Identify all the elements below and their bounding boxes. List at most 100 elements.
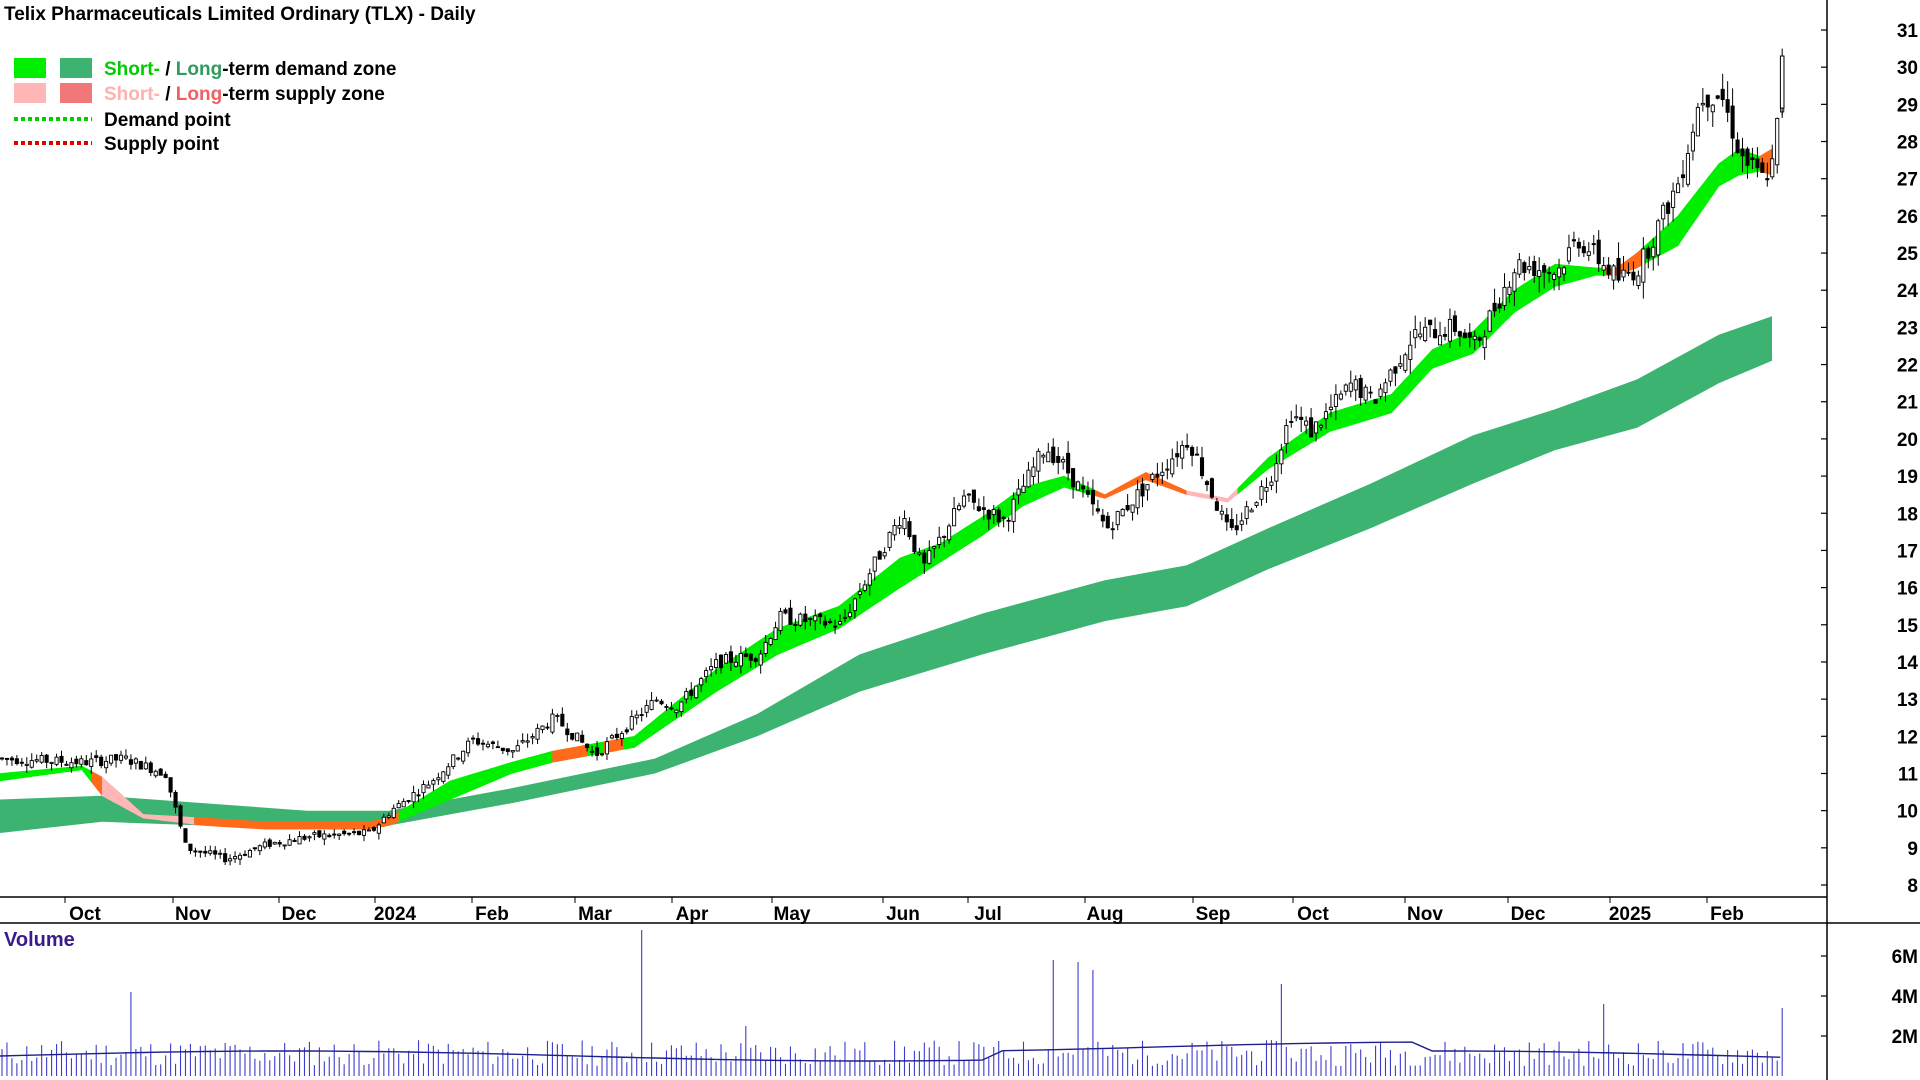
candle-body <box>892 525 897 536</box>
short-term-zone-segment <box>710 668 717 696</box>
candlestick <box>1115 510 1120 531</box>
candle-body <box>1031 466 1036 477</box>
short-term-zone-segment <box>1340 407 1346 429</box>
candle-body <box>1090 490 1095 505</box>
candle-body <box>986 509 991 520</box>
candle-body <box>94 755 99 759</box>
candle-body <box>922 552 927 564</box>
short-term-zone-segment <box>250 820 257 829</box>
short-term-zone-segment <box>1135 474 1142 485</box>
candle-body <box>669 707 674 710</box>
candlestick <box>1715 94 1720 100</box>
legend-supply-zone-label: Short- / Long-term supply zone <box>104 84 385 105</box>
candlestick <box>1284 419 1289 454</box>
short-term-zone-segment <box>981 512 988 537</box>
candle-body <box>1522 262 1527 273</box>
candlestick <box>847 604 852 620</box>
candlestick <box>1219 504 1224 521</box>
candle-body <box>1775 118 1780 166</box>
month-label: 2024 <box>374 904 417 925</box>
candlestick <box>669 701 674 711</box>
short-term-zone-segment <box>1027 484 1034 504</box>
candle-body <box>1631 271 1636 281</box>
candle-body <box>1779 55 1785 109</box>
candlestick <box>530 733 535 745</box>
candlestick <box>778 607 783 635</box>
candle-body <box>1502 286 1507 306</box>
candle-body <box>1343 384 1348 392</box>
candle-body <box>1735 139 1740 154</box>
candle-body <box>1646 247 1651 259</box>
short-term-zone-segment <box>1104 491 1111 499</box>
short-term-zone-segment <box>20 770 26 779</box>
candle-body <box>594 747 600 756</box>
short-term-zone-segment <box>1258 461 1264 478</box>
candlestick <box>1041 453 1046 464</box>
short-term-zone-segment <box>1263 456 1269 474</box>
candlestick <box>1358 374 1363 406</box>
short-term-zone-segment <box>424 792 430 811</box>
short-term-zone-segment <box>403 805 410 820</box>
short-term-zone-segment <box>1038 481 1044 500</box>
short-term-zone-segment <box>516 759 523 773</box>
candle-body <box>1259 486 1264 500</box>
candlestick <box>649 692 654 711</box>
candle-body <box>1398 363 1403 367</box>
candlestick <box>927 540 932 565</box>
short-term-zone-segment <box>1094 489 1101 498</box>
candlestick <box>902 510 907 536</box>
candlestick <box>976 498 981 512</box>
candlestick <box>168 777 173 798</box>
candlestick <box>237 852 243 866</box>
candlestick <box>1547 266 1552 283</box>
candle-body <box>1517 259 1522 275</box>
candle-body <box>664 706 669 708</box>
candle-body <box>352 831 357 834</box>
candlestick <box>1492 288 1497 317</box>
price-tick-label: 16 <box>1897 579 1918 600</box>
candlestick <box>604 737 610 760</box>
candlestick <box>451 754 456 770</box>
short-term-zone-segment <box>4 772 11 781</box>
candlestick <box>981 496 986 521</box>
candlestick <box>495 740 500 749</box>
price-tick-label: 19 <box>1897 467 1918 488</box>
candle-body <box>371 827 376 831</box>
short-term-zone-segment <box>229 819 236 828</box>
candlestick <box>69 757 74 773</box>
candlestick <box>1418 321 1423 340</box>
candle-body <box>1740 148 1745 157</box>
candle-body <box>728 651 733 663</box>
candle-body <box>798 613 803 626</box>
short-term-zone-segment <box>183 816 190 825</box>
candle-body <box>515 745 520 752</box>
price-tick-label: 10 <box>1897 802 1918 823</box>
short-term-zone-segment <box>495 764 502 781</box>
candle-body <box>1676 183 1681 194</box>
candlestick <box>213 846 218 860</box>
candle-body <box>361 829 367 836</box>
short-term-zone-segment <box>1677 208 1684 247</box>
short-term-zone-segment <box>1662 224 1668 255</box>
candlestick <box>550 708 555 735</box>
candlestick <box>877 550 882 560</box>
candlestick <box>163 771 168 779</box>
candlestick <box>1656 218 1661 266</box>
candlestick <box>327 833 332 838</box>
short-term-zone-segment <box>935 542 942 566</box>
candlestick <box>1606 257 1611 279</box>
candle-body <box>1745 148 1750 166</box>
candle-body <box>1601 265 1606 271</box>
candlestick <box>619 731 624 746</box>
candlestick <box>1304 416 1309 434</box>
candle-body <box>183 828 188 843</box>
candle-body <box>461 750 466 762</box>
candlestick <box>138 760 143 770</box>
candle-body <box>788 607 793 625</box>
candlestick <box>833 619 838 634</box>
price-tick-label: 13 <box>1897 690 1918 711</box>
candlestick <box>818 612 823 625</box>
short-term-zone-segment <box>874 573 881 606</box>
short-term-zone-segment <box>1201 493 1208 499</box>
short-term-zone-segment <box>102 776 108 800</box>
